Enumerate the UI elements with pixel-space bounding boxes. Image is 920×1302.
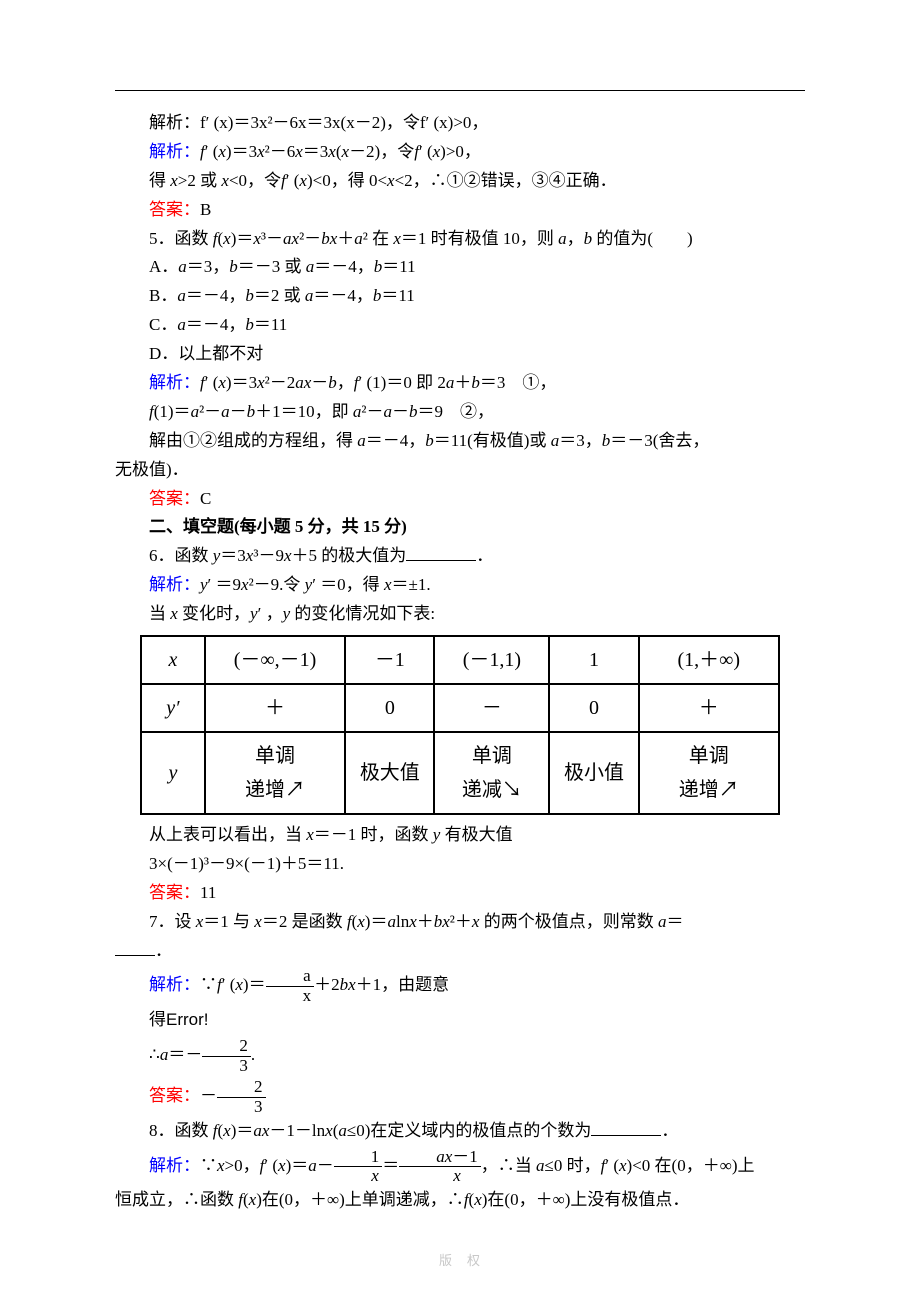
daan-value-q6: 11 xyxy=(200,883,216,902)
q7-frac-den: x xyxy=(266,987,315,1006)
daan-value-q5: C xyxy=(200,489,211,508)
q8-stem: 8．函数 f(x)＝ax－1－lnx(a≤0)在定义域内的极值点的个数为． xyxy=(115,1117,805,1146)
cell-x-5: (1,＋∞) xyxy=(639,636,779,684)
q8-f1n: 1 xyxy=(334,1148,383,1168)
cell-y-3: 单调递减↘ xyxy=(434,732,549,814)
q6-answer: 答案：11 xyxy=(115,879,805,908)
table-row-x: x (－∞,－1) －1 (－1,1) 1 (1,＋∞) xyxy=(141,636,779,684)
q7-stem: 7．设 x＝1 与 x＝2 是函数 f(x)＝alnx＋bx²＋x 的两个极值点… xyxy=(115,908,805,937)
page-container: 解析：f′ (x)＝3x²－6x＝3x(x－2)，令f′ (x)>0， docu… xyxy=(0,0,920,1302)
q8-f1d: x xyxy=(334,1167,383,1186)
q5-jiexi-3b: 无极值)． xyxy=(115,456,805,485)
solution-top-line2: 得 x>2 或 x<0，令f′ (x)<0，得 0<x<2，∴①②错误，③④正确… xyxy=(115,167,805,196)
q7-error-line: 得Error! xyxy=(115,1006,805,1035)
cell-yp-3: － xyxy=(434,684,549,732)
q5-option-b: B．a＝－4，b＝2 或 a＝－4，b＝11 xyxy=(115,282,805,311)
cell-y-header: y xyxy=(141,732,205,814)
q6-stem: 6．函数 y＝3x³－9x＋5 的极大值为． xyxy=(115,542,805,571)
q7-blank xyxy=(115,948,155,956)
jiexi-label-q8: 解析： xyxy=(149,1156,200,1175)
jiexi-label-q5: 解析： xyxy=(149,373,200,392)
jiexi-line-1: 解析：f′ (x)＝3x²－6x＝3x(x－2)，令f′ (x)>0， xyxy=(115,109,805,138)
q7-frac-num: a xyxy=(266,967,315,987)
cell-yp-2: 0 xyxy=(345,684,434,732)
cell-x-2: －1 xyxy=(345,636,434,684)
section-2-title: 二、填空题(每小题 5 分，共 15 分) xyxy=(115,513,805,542)
jiexi-label-q7: 解析： xyxy=(149,975,200,994)
q7-res-num: 2 xyxy=(202,1037,251,1057)
q7-stem-tail: ． xyxy=(115,937,805,966)
solution-top-line1: 解析：f′ (x)＝3x²－6x＝3x(x－2)，令f′ (x)>0， xyxy=(115,138,805,167)
cell-y-1: 单调递增↗ xyxy=(205,732,345,814)
q8-f2d: x xyxy=(399,1167,481,1186)
cell-y-5: 单调递增↗ xyxy=(639,732,779,814)
q5-option-c: C．a＝－4，b＝11 xyxy=(115,311,805,340)
q6-jiexi-1: 解析：y′ ＝9x²－9.令 y′ ＝0，得 x＝±1. xyxy=(115,571,805,600)
q8-f2n: ax－1 xyxy=(399,1148,481,1168)
q5-option-a: A．a＝3，b＝－3 或 a＝－4，b＝11 xyxy=(115,253,805,282)
footer-right xyxy=(537,1253,551,1268)
q5-answer: 答案：C xyxy=(115,485,805,514)
jiexi-label-top: 解析： xyxy=(149,142,200,161)
q6-blank xyxy=(406,543,476,561)
daan-label-q7: 答案： xyxy=(149,1086,200,1105)
cell-yp-1: ＋ xyxy=(205,684,345,732)
cell-y-4: 极小值 xyxy=(549,732,638,814)
q7-frac-23: 23 xyxy=(202,1037,251,1075)
q8-frac-1x: 1x xyxy=(334,1148,383,1186)
daan-label-q5: 答案： xyxy=(149,489,200,508)
t1: f′ (x)＝3x²－6x＝3x(x－2)，令f′ (x)>0， xyxy=(200,142,481,161)
q5-jiexi-3: 解由①②组成的方程组，得 a＝－4，b＝11(有极值)或 a＝3，b＝－3(舍去… xyxy=(115,427,805,456)
q7-ans-frac: 23 xyxy=(217,1078,266,1116)
footer-left: 版 权 xyxy=(439,1253,495,1268)
table-row-yprime: y′ ＋ 0 － 0 ＋ xyxy=(141,684,779,732)
q5-jiexi-1: 解析：f′ (x)＝3x²－2ax－b，f′ (1)＝0 即 2a＋b＝3 ①， xyxy=(115,369,805,398)
cell-x-4: 1 xyxy=(549,636,638,684)
page-footer: 版 权 xyxy=(0,1250,920,1272)
jiexi-text-1a: 解析：f′ (x)＝3x²－6x＝3x(x－2)，令f′ (x)>0， xyxy=(149,113,488,132)
cell-yp-4: 0 xyxy=(549,684,638,732)
cell-y-2: 极大值 xyxy=(345,732,434,814)
cell-x-header: x xyxy=(141,636,205,684)
daan-label-q6: 答案： xyxy=(149,883,200,902)
q7-res-den: 3 xyxy=(202,1057,251,1076)
q5-option-d: D．以上都不对 xyxy=(115,340,805,369)
daan-value-top: B xyxy=(200,200,211,219)
jiexi-label-q6: 解析： xyxy=(149,575,200,594)
q5-stem: 5．函数 f(x)＝x³－ax²－bx＋a² 在 x＝1 时有极值 10，则 a… xyxy=(115,225,805,254)
q8-frac-ax1x: ax－1x xyxy=(399,1148,481,1186)
q7-answer: 答案：－23 xyxy=(115,1076,805,1117)
q8-jiexi-2: 恒成立，∴函数 f(x)在(0，＋∞)上单调递减，∴f(x)在(0，＋∞)上没有… xyxy=(115,1186,805,1215)
t2: 得 x>2 或 x<0，令f′ (x)<0，得 0<x<2，∴①②错误，③④正确… xyxy=(149,171,617,190)
q7-frac-ax: ax xyxy=(266,967,315,1005)
q6-post-1: 从上表可以看出，当 x＝－1 时，函数 y 有极大值 xyxy=(115,821,805,850)
cell-yp-header: y′ xyxy=(141,684,205,732)
cell-x-1: (－∞,－1) xyxy=(205,636,345,684)
answer-top: 答案：B xyxy=(115,196,805,225)
q8-blank xyxy=(591,1118,661,1136)
q8-jiexi-1: 解析：∵x>0，f′ (x)＝a－1x＝ax－1x，∴当 a≤0 时，f′ (x… xyxy=(115,1146,805,1187)
q7-result: ∴a＝－23. xyxy=(115,1035,805,1076)
q7-ans-num: 2 xyxy=(217,1078,266,1098)
q6-post-2: 3×(－1)³－9×(－1)＋5＝11. xyxy=(115,850,805,879)
cell-x-3: (－1,1) xyxy=(434,636,549,684)
variation-table: x (－∞,－1) －1 (－1,1) 1 (1,＋∞) y′ ＋ 0 － 0 … xyxy=(140,635,780,815)
q5-jiexi-2: f(1)＝a²－a－b＋1＝10，即 a²－a－b＝9 ②， xyxy=(115,398,805,427)
top-rule xyxy=(115,90,805,91)
q7-jiexi: 解析：∵f′ (x)＝ax＋2bx＋1，由题意 xyxy=(115,965,805,1006)
cell-yp-5: ＋ xyxy=(639,684,779,732)
q7-ans-den: 3 xyxy=(217,1098,266,1117)
table-row-y: y 单调递增↗ 极大值 单调递减↘ 极小值 单调递增↗ xyxy=(141,732,779,814)
daan-label-top: 答案： xyxy=(149,200,200,219)
q6-jiexi-2: 当 x 变化时，y′ ，y 的变化情况如下表: xyxy=(115,600,805,629)
section-2-text: 二、填空题(每小题 5 分，共 15 分) xyxy=(149,517,407,536)
